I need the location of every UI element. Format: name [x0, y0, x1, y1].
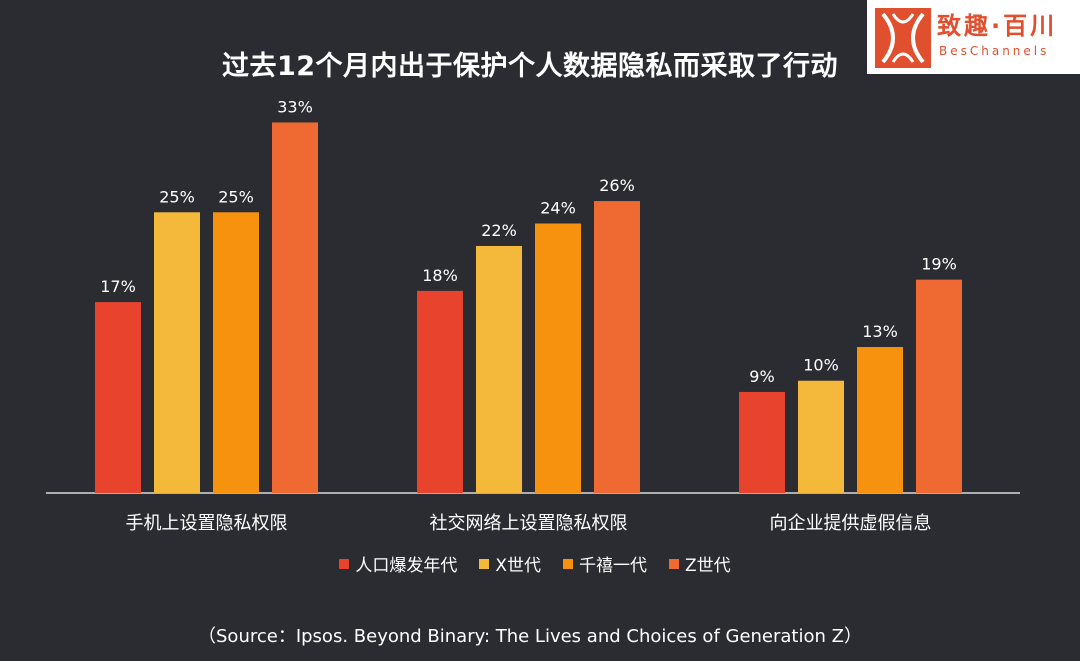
data-label-1-1: 22% — [481, 221, 517, 240]
bar-0-2 — [213, 212, 259, 494]
bar-2-1 — [798, 380, 844, 493]
legend-item-0: 人口爆发年代 — [339, 551, 457, 576]
chart-title: 过去12个月内出于保护个人数据隐私而采取了行动 — [221, 51, 839, 82]
category-label-0: 手机上设置隐私权限 — [126, 513, 288, 534]
legend-label-1: X世代 — [495, 556, 541, 576]
category-label-2: 向企业提供虚假信息 — [770, 513, 932, 534]
bar-2-0 — [739, 391, 785, 493]
legend-item-2: 千禧一代 — [563, 551, 647, 576]
legend-swatch-1 — [479, 558, 490, 569]
data-label-2-1: 10% — [803, 356, 839, 375]
bar-1-1 — [476, 245, 522, 493]
bar-2-3 — [916, 279, 962, 493]
bar-chart: 17% 25% 25% 33% 手机上设置隐私权限 18% 22% 24% 26% 社交网络上设置… — [46, 97, 1020, 534]
data-label-1-0: 18% — [422, 266, 458, 285]
data-label-2-3: 19% — [921, 255, 957, 274]
bar-1-2 — [535, 223, 581, 493]
bar-0-0 — [95, 302, 141, 493]
category-label-1: 社交网络上设置隐私权限 — [430, 513, 628, 534]
data-label-0-1: 25% — [159, 187, 195, 206]
data-label-1-2: 24% — [540, 199, 576, 218]
brand-logo: 致趣·百川 BesChannels — [867, 0, 1080, 74]
chart-legend: 人口爆发年代 X世代 千禧一代 Z世代 — [0, 551, 1070, 576]
bar-0-1 — [154, 212, 200, 494]
data-label-0-3: 33% — [277, 97, 313, 116]
bar-1-3 — [594, 201, 640, 494]
logo-subtitle: BesChannels — [939, 44, 1050, 58]
legend-swatch-2 — [563, 558, 573, 569]
legend-label-2: 千禧一代 — [579, 556, 647, 576]
data-label-2-0: 9% — [749, 367, 774, 386]
legend-label-0: 人口爆发年代 — [355, 556, 458, 576]
bar-1-0 — [417, 290, 463, 493]
legend-swatch-3 — [669, 558, 679, 569]
legend-item-3: Z世代 — [669, 551, 731, 576]
logo-mark-icon — [875, 8, 931, 68]
source-note: （Source：Ipsos. Beyond Binary: The Lives … — [198, 626, 862, 647]
bar-0-3 — [272, 122, 318, 493]
legend-label-3: Z世代 — [685, 556, 731, 576]
data-label-0-2: 25% — [218, 187, 254, 206]
legend-item-1: X世代 — [479, 551, 541, 576]
legend-swatch-0 — [339, 558, 350, 569]
logo-name: 致趣·百川 — [937, 12, 1058, 40]
bar-2-2 — [857, 347, 903, 493]
data-label-2-2: 13% — [862, 322, 898, 341]
data-label-0-0: 17% — [100, 277, 136, 296]
data-label-1-3: 26% — [599, 176, 635, 195]
